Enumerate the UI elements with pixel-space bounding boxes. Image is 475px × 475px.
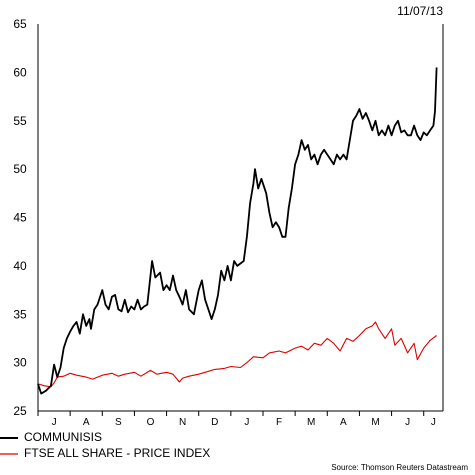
x-month-label: M (307, 417, 315, 428)
source-note: Source: Thomson Reuters Datastream (331, 463, 468, 472)
x-month-label: A (83, 417, 90, 428)
x-month-label: F (276, 417, 282, 428)
x-month-label: M (371, 417, 379, 428)
y-tick-label: 65 (13, 17, 27, 31)
series-line-communisis (37, 67, 438, 395)
x-month-label: D (211, 417, 218, 428)
y-tick-label: 25 (13, 404, 27, 418)
y-tick-label: 45 (13, 211, 27, 225)
y-tick-label: 30 (13, 356, 27, 370)
y-tick-label: 50 (13, 162, 27, 176)
x-month-label: A (340, 417, 347, 428)
x-month-label: N (179, 417, 186, 428)
x-month-label: O (147, 417, 155, 428)
y-tick-label: 35 (13, 307, 27, 321)
y-tick-label: 60 (13, 65, 27, 79)
legend-label-communisis: COMMUNISIS (24, 430, 102, 444)
x-month-label: J (244, 417, 249, 428)
y-tick-label: 40 (13, 259, 27, 273)
x-month-label: S (115, 417, 122, 428)
legend-label-ftse: FTSE ALL SHARE - PRICE INDEX (24, 446, 210, 460)
y-axis-tick-labels: 25 30 35 40 45 50 55 60 65 (13, 17, 27, 418)
x-month-label: J (405, 417, 410, 428)
x-month-label: J (431, 417, 436, 428)
series-line-ftse (37, 321, 437, 388)
date-stamp: 11/07/13 (397, 4, 443, 18)
x-axis-ticks (37, 411, 425, 416)
x-month-label: J (52, 417, 57, 428)
y-tick-label: 55 (13, 114, 27, 128)
series-lines (37, 67, 438, 395)
